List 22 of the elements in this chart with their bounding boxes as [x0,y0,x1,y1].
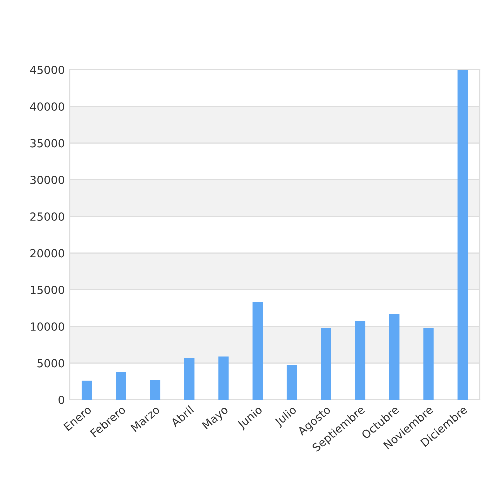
y-tick-label: 0 [58,396,64,404]
bar [458,70,468,400]
bar [355,322,366,400]
y-tick-label: 35000 [30,139,64,148]
y-tick-label: 5000 [38,359,64,368]
bar [321,328,332,400]
bar [184,358,195,400]
bar [252,302,264,400]
bar [286,366,298,400]
bar [116,372,126,400]
bar [218,356,229,400]
y-tick-label: 25000 [30,212,64,222]
bar [389,314,400,400]
bar [424,328,434,400]
y-tick-label: 15000 [31,286,64,294]
y-tick-label: 30000 [30,176,64,184]
y-tick-label: 20000 [30,249,64,258]
y-tick-label: 10000 [31,322,64,332]
bar [82,380,92,400]
y-tick-label: 45000 [30,66,64,74]
bar [150,380,161,400]
y-tick-label: 40000 [30,102,64,112]
